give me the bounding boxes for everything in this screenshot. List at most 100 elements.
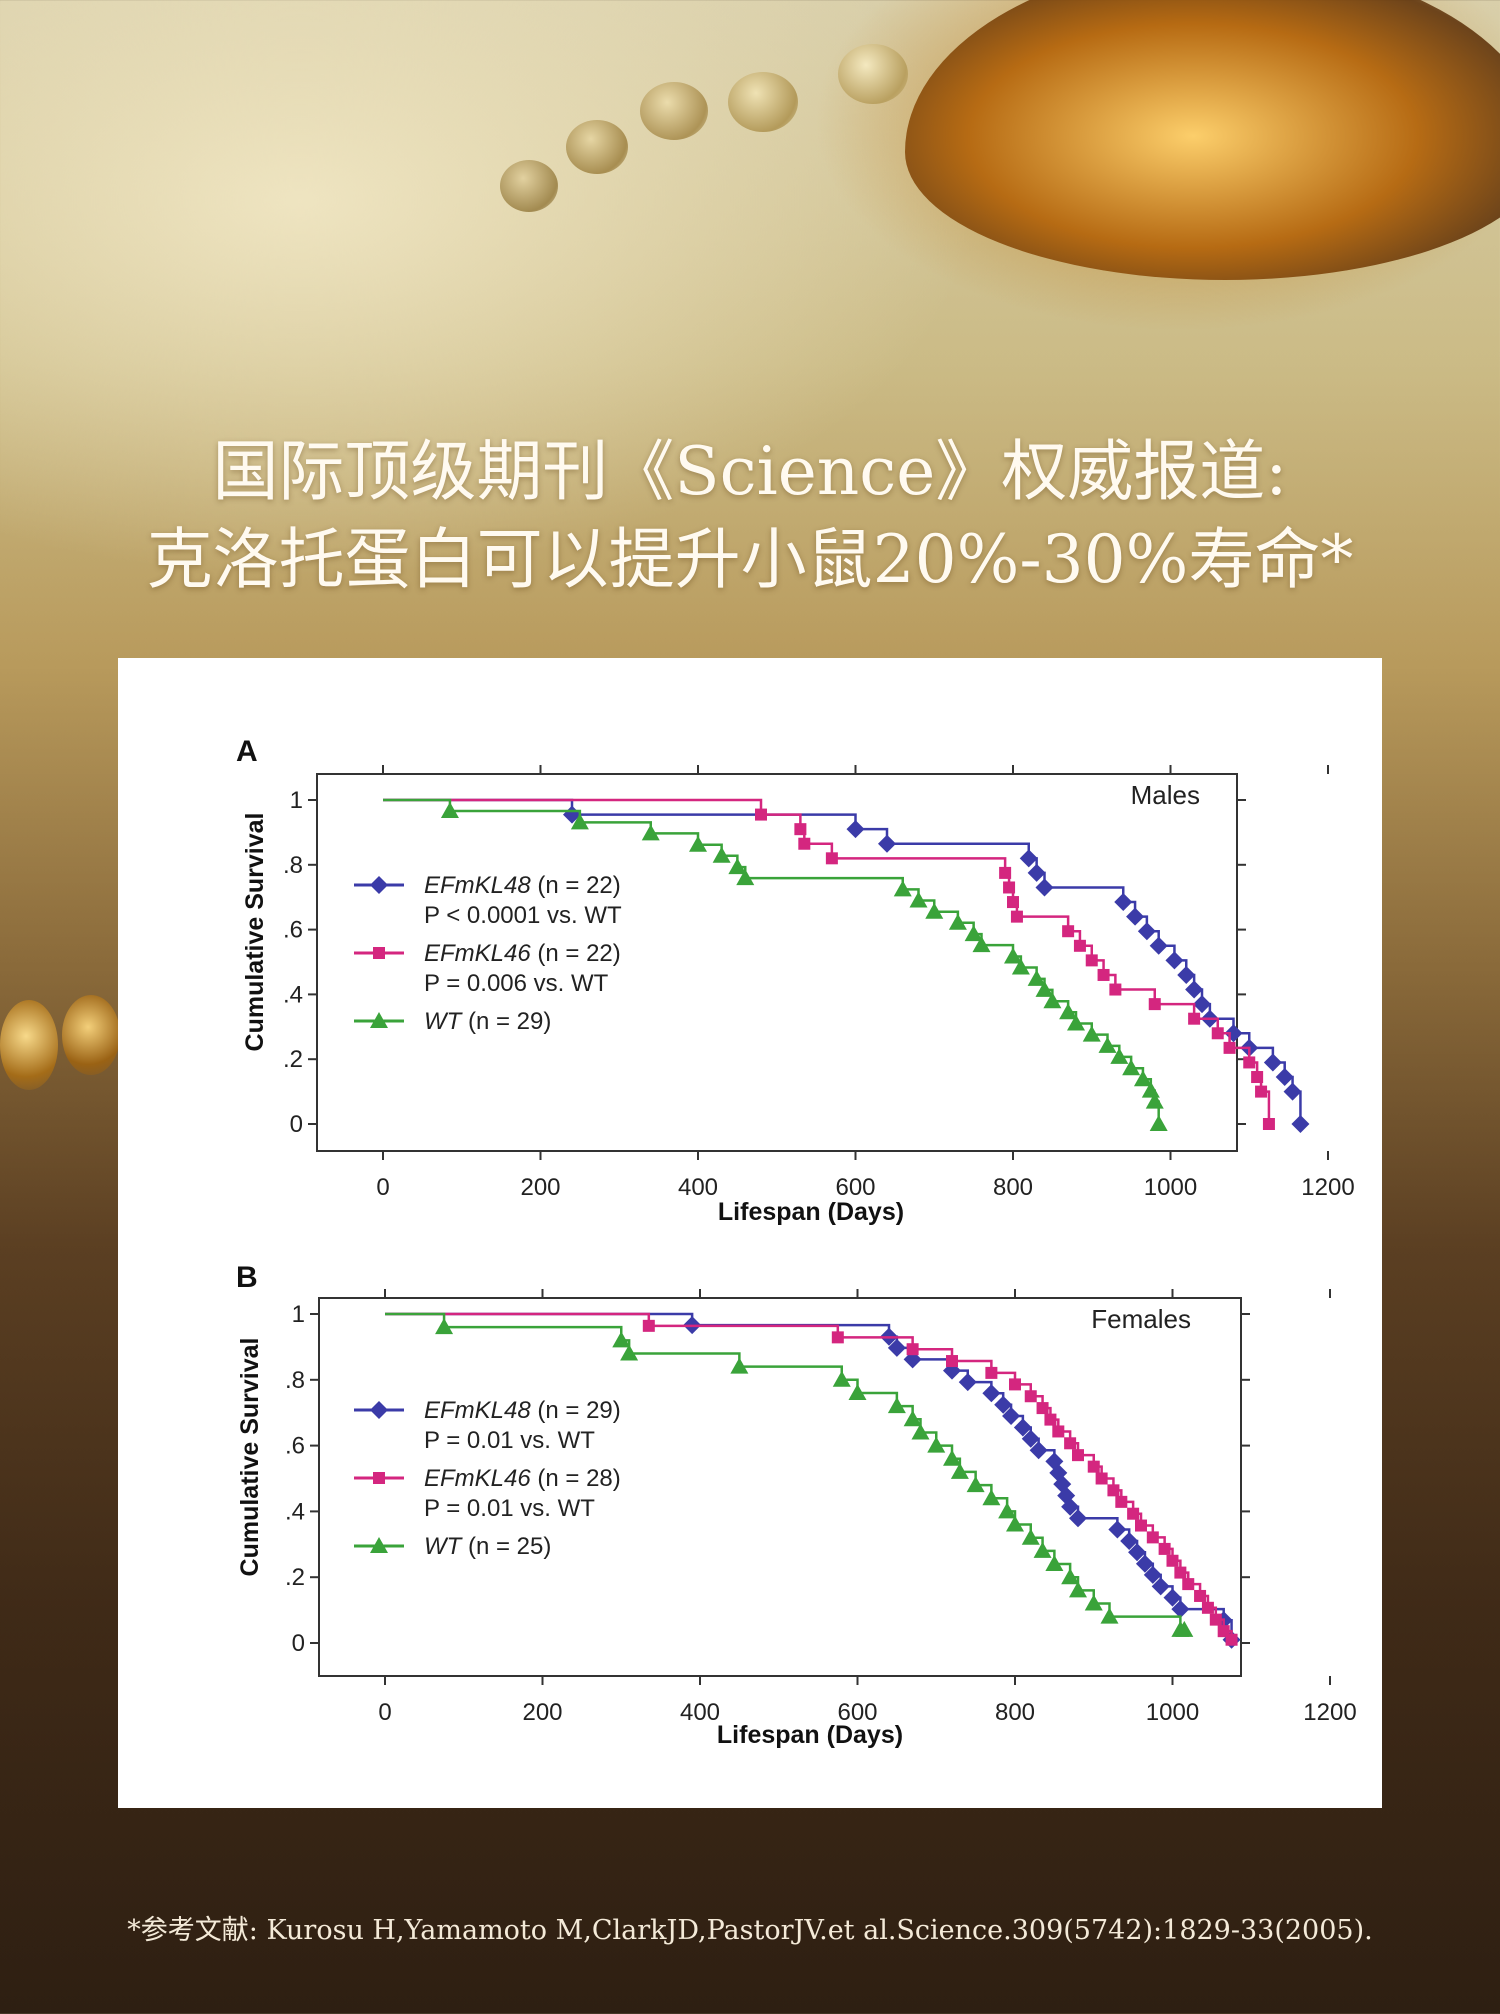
data-point-efmkl48 xyxy=(1035,878,1054,897)
data-point-wt xyxy=(435,1318,454,1335)
data-point-efmkl48 xyxy=(1143,1565,1162,1584)
data-point-efmkl46 xyxy=(794,823,807,836)
legend-swatch-marker xyxy=(370,1012,388,1028)
data-point-efmkl46 xyxy=(755,808,767,821)
legend-series-name: EFmKL48 xyxy=(424,872,531,899)
legend-stat: P < 0.0001 vs. WT xyxy=(424,902,622,929)
data-point-efmkl46 xyxy=(1209,1613,1222,1626)
legend-swatch-marker xyxy=(373,1472,385,1484)
legend-series-name: WT xyxy=(424,1533,464,1560)
legend-series-name: WT xyxy=(424,1008,464,1035)
data-point-efmkl48 xyxy=(1108,1520,1127,1539)
data-point-efmkl48 xyxy=(1177,965,1196,984)
data-point-efmkl48 xyxy=(1135,1554,1154,1573)
data-point-wt xyxy=(893,880,912,897)
data-point-wt xyxy=(1082,1025,1101,1042)
data-point-wt xyxy=(641,824,660,841)
legend-n: (n = 25) xyxy=(461,1533,551,1560)
legend-entry: EFmKL48 (n = 29) xyxy=(424,1397,621,1424)
data-point-wt xyxy=(887,1397,906,1414)
data-point-wt xyxy=(943,1449,961,1466)
data-point-wt xyxy=(730,1357,749,1374)
data-point-wt xyxy=(1141,1081,1160,1098)
data-point-efmkl46 xyxy=(1262,1118,1275,1130)
x-tick-label: 800 xyxy=(993,1174,1033,1201)
data-point-efmkl48 xyxy=(1165,951,1184,970)
series-line-efmkl46 xyxy=(383,798,1271,1124)
data-point-wt xyxy=(689,835,707,852)
data-point-efmkl48 xyxy=(1002,1406,1021,1425)
data-point-wt xyxy=(1100,1607,1119,1624)
data-point-efmkl48 xyxy=(1185,980,1204,999)
bead-bokeh xyxy=(640,82,708,140)
panel-label: A xyxy=(236,735,258,768)
legend: EFmKL48 (n = 29) P = 0.01 vs. WT EFmKL46 (… xyxy=(354,1397,621,1560)
data-point-wt xyxy=(1027,969,1046,986)
bead-bokeh xyxy=(500,160,558,212)
data-point-wt xyxy=(728,858,747,875)
data-point-efmkl46 xyxy=(1062,925,1075,938)
y-tick-label: 1 xyxy=(290,787,303,814)
data-point-efmkl46 xyxy=(1107,1484,1120,1497)
data-point-efmkl46 xyxy=(1010,910,1023,923)
data-point-efmkl46 xyxy=(1194,1589,1207,1602)
x-tick-label: 800 xyxy=(995,1699,1035,1726)
data-point-efmkl46 xyxy=(1095,1472,1108,1485)
data-point-wt xyxy=(1011,958,1030,975)
data-point-efmkl46 xyxy=(1255,1085,1268,1098)
data-point-wt xyxy=(1033,1541,1052,1558)
data-point-wt xyxy=(612,1331,631,1348)
headline-line-1: 国际顶级期刊《Science》权威报道: xyxy=(212,433,1288,510)
data-point-efmkl48 xyxy=(1224,1024,1243,1043)
data-point-efmkl48 xyxy=(982,1384,1001,1403)
data-point-efmkl46 xyxy=(946,1355,958,1368)
data-point-efmkl48 xyxy=(1019,849,1038,868)
data-point-efmkl48 xyxy=(1163,1588,1182,1607)
data-point-wt xyxy=(966,1476,985,1493)
data-point-efmkl48 xyxy=(1275,1068,1294,1087)
series-line-efmkl48 xyxy=(383,798,1302,1124)
data-point-efmkl46 xyxy=(1166,1554,1179,1567)
bead-bokeh xyxy=(838,44,908,104)
legend-entry: EFmKL48 (n = 22) xyxy=(424,872,621,899)
data-point-wt xyxy=(570,813,589,830)
chart-a: A Males Cumulative Survival Lifespan (Da… xyxy=(236,735,1355,1226)
data-point-efmkl48 xyxy=(1283,1082,1302,1101)
data-point-efmkl48 xyxy=(1137,922,1156,941)
data-point-efmkl46 xyxy=(1223,1041,1236,1054)
data-point-wt xyxy=(948,913,967,930)
data-point-efmkl48 xyxy=(1291,1115,1310,1133)
data-point-efmkl46 xyxy=(1201,1601,1214,1614)
data-point-efmkl46 xyxy=(1064,1437,1077,1450)
data-point-efmkl46 xyxy=(1024,1390,1037,1403)
corner-label: Males xyxy=(1131,780,1200,810)
y-tick-label: .6 xyxy=(283,917,303,944)
data-point-efmkl46 xyxy=(1072,1449,1084,1462)
data-point-wt xyxy=(848,1383,867,1400)
data-point-efmkl48 xyxy=(1120,1532,1139,1551)
x-tick-label: 1000 xyxy=(1144,1174,1197,1201)
legend-swatch-marker xyxy=(370,876,388,894)
data-point-efmkl46 xyxy=(1182,1578,1195,1591)
y-tick-label: .8 xyxy=(285,1367,305,1394)
data-point-efmkl48 xyxy=(958,1373,977,1392)
data-point-wt xyxy=(972,936,991,953)
data-point-efmkl46 xyxy=(1135,1519,1147,1532)
data-point-efmkl48 xyxy=(1126,907,1145,926)
legend: EFmKL48 (n = 22) P < 0.0001 vs. WT EFmKL46… xyxy=(354,872,622,1035)
data-point-wt xyxy=(620,1344,639,1361)
panel-label: B xyxy=(236,1261,258,1294)
data-point-wt xyxy=(712,846,731,863)
reference-footnote: *参考文献: Kurosu H,Yamamoto M,ClarkJD,Pasto… xyxy=(127,1915,1373,1946)
data-point-wt xyxy=(1175,1620,1194,1637)
legend-n: (n = 22) xyxy=(531,940,621,967)
x-tick-label: 1200 xyxy=(1301,1174,1354,1201)
legend-entry: WT (n = 25) xyxy=(424,1533,551,1560)
data-point-efmkl46 xyxy=(999,866,1012,879)
data-point-wt xyxy=(1149,1115,1168,1131)
data-point-wt xyxy=(832,1370,851,1387)
data-point-wt xyxy=(903,1410,922,1427)
data-point-efmkl46 xyxy=(798,837,811,850)
data-point-efmkl48 xyxy=(1263,1053,1282,1072)
data-point-efmkl46 xyxy=(1087,1460,1100,1473)
